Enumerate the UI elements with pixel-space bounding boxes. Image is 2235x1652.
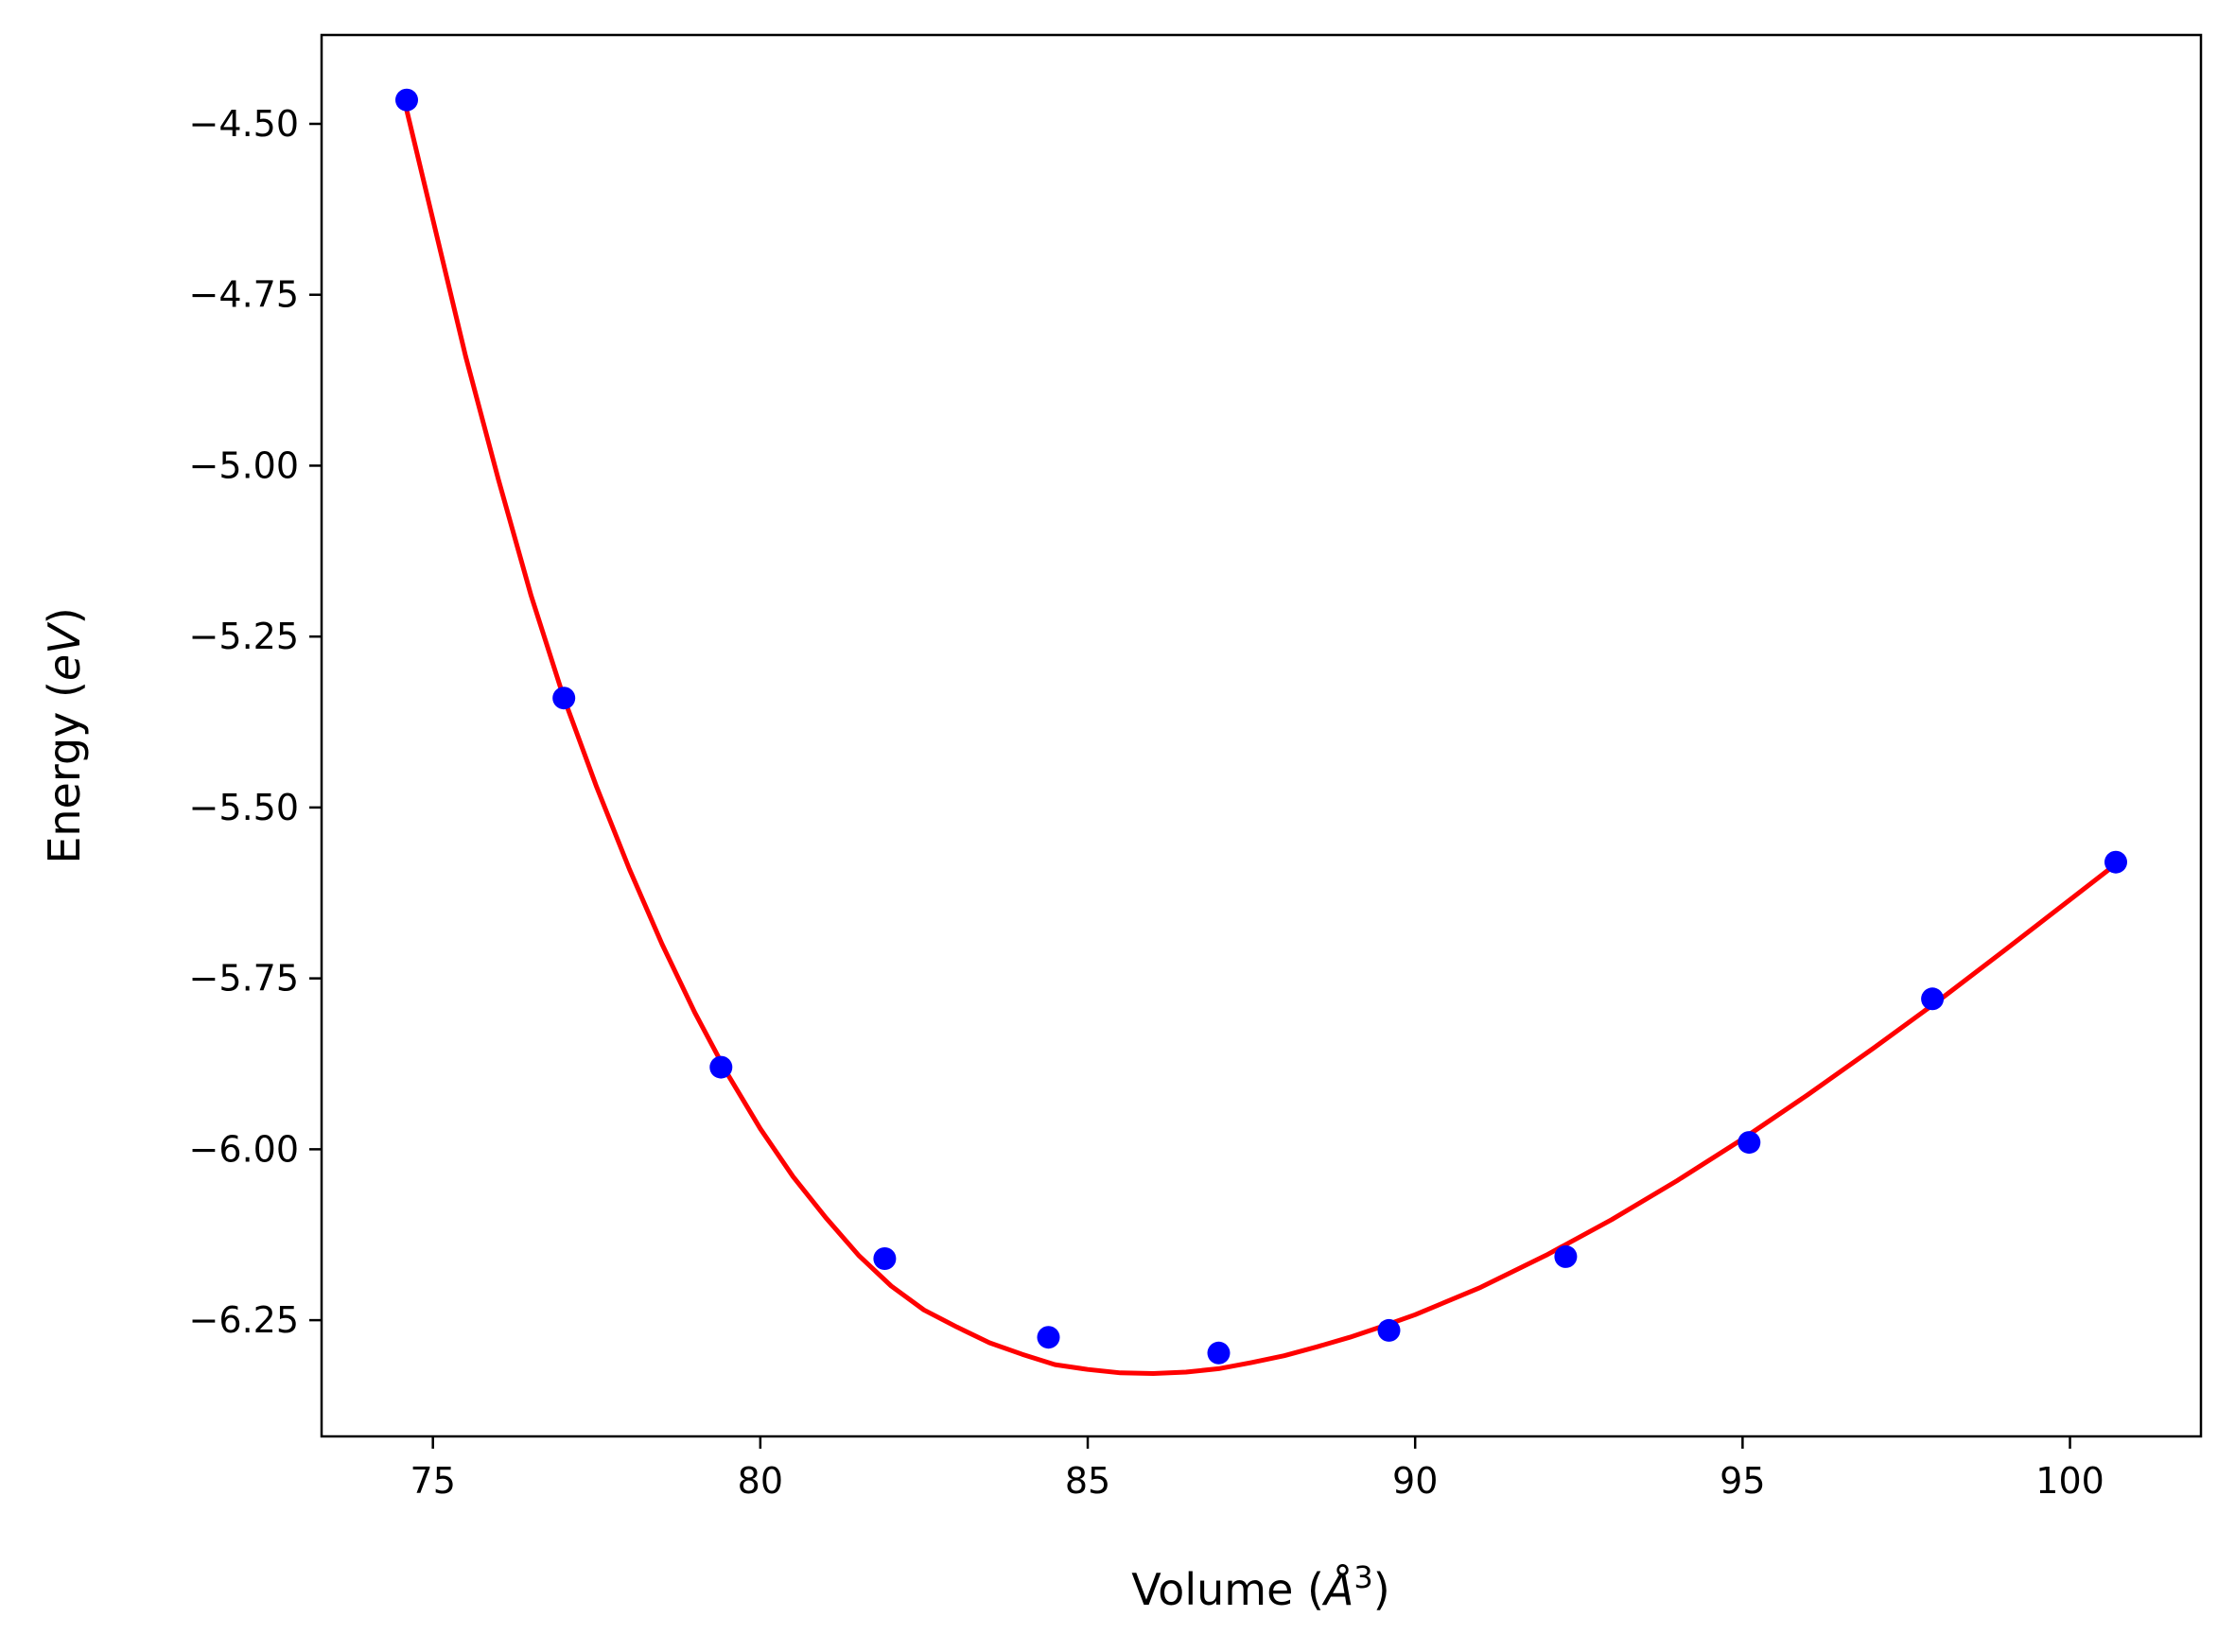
y-tick-label: −5.25 — [189, 616, 299, 657]
data-point — [873, 1247, 897, 1270]
x-axis: 75 80 85 90 95 100 — [410, 1436, 2104, 1502]
y-tick-label: −4.75 — [189, 274, 299, 316]
y-axis-label-unit: eV — [39, 621, 90, 681]
x-axis-label-close: ) — [1373, 1564, 1390, 1615]
y-tick-label: −5.00 — [189, 444, 299, 486]
x-tick-label: 95 — [1720, 1460, 1765, 1502]
y-axis-label-text: Energy ( — [39, 681, 90, 864]
y-axis: −4.50 −4.75 −5.00 −5.25 −5.50 −5.75 −6.00 −6.25 — [189, 103, 322, 1341]
data-point — [1921, 987, 1945, 1011]
y-tick-label: −4.50 — [189, 103, 299, 145]
data-point — [552, 687, 576, 710]
data-point — [395, 88, 418, 112]
plot-frame — [320, 33, 2203, 1438]
data-point — [1037, 1326, 1060, 1349]
y-axis-label-close: ) — [39, 607, 90, 624]
plot-area — [395, 88, 2127, 1376]
x-axis-label-unit: Å — [1321, 1564, 1353, 1615]
data-point — [1207, 1341, 1231, 1365]
x-tick-label: 100 — [2035, 1460, 2104, 1502]
x-tick-label: 85 — [1065, 1460, 1110, 1502]
data-point — [709, 1055, 733, 1079]
y-axis-label: Energy (eV) — [39, 607, 90, 863]
y-tick-label: −5.75 — [189, 958, 299, 1000]
fit-curve-line — [404, 109, 2118, 1376]
x-tick-label: 90 — [1392, 1460, 1438, 1502]
data-point — [1737, 1131, 1761, 1155]
data-point — [1377, 1318, 1401, 1342]
x-tick-label: 75 — [410, 1460, 456, 1502]
x-tick-label: 80 — [738, 1460, 783, 1502]
x-axis-label: Volume (Å3) — [1131, 1559, 1389, 1615]
data-point — [1554, 1244, 1578, 1268]
y-tick-label: −6.25 — [189, 1299, 299, 1341]
y-tick-label: −6.00 — [189, 1128, 299, 1170]
data-point — [2104, 850, 2127, 874]
y-tick-label: −5.50 — [189, 787, 299, 828]
x-axis-label-text: Volume ( — [1131, 1564, 1324, 1615]
x-axis-label-exponent: 3 — [1353, 1559, 1372, 1595]
